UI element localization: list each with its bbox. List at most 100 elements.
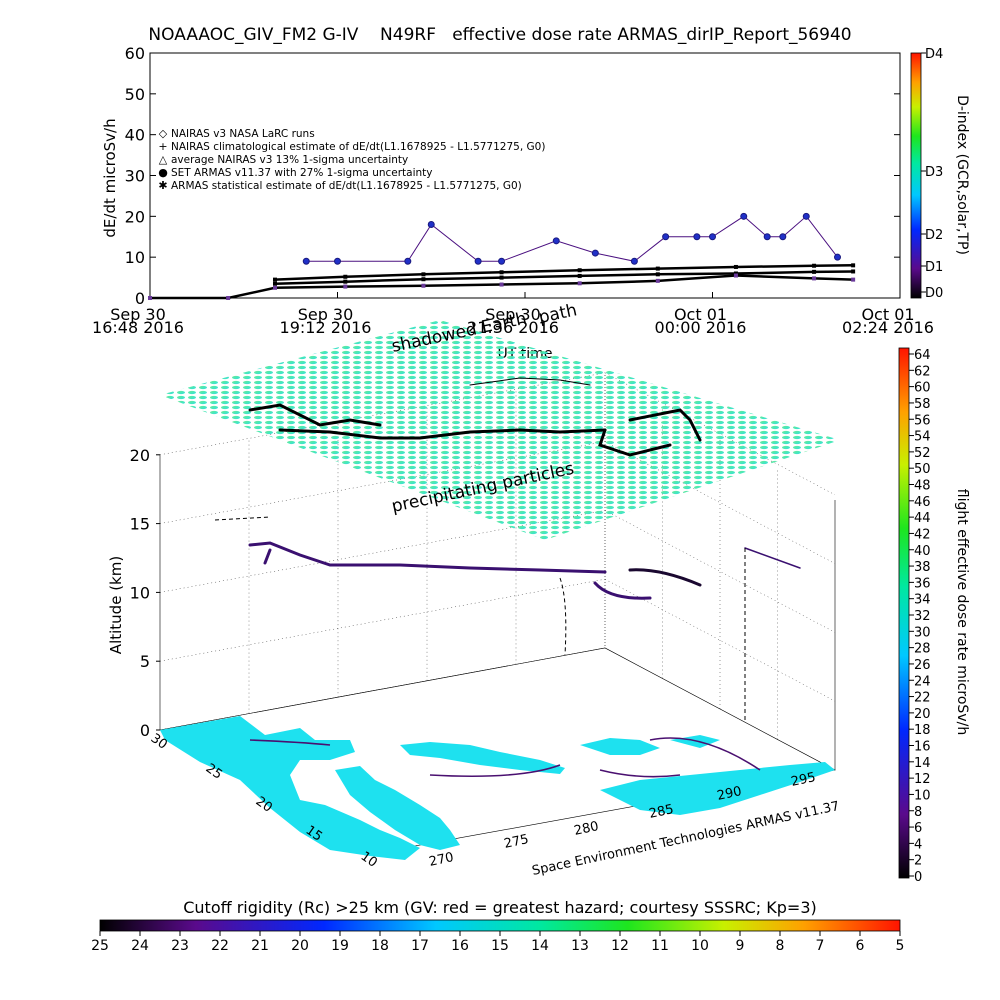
series-point [655,272,660,277]
armas-point [802,212,810,220]
figure-title: NOAAAOC_GIV_FM2 G-IV N49RF effective dos… [148,25,851,45]
armas-point [740,212,748,220]
dose-rate-tick-label: 42 [914,527,931,542]
cutoff-tick-label: 6 [856,938,865,954]
grid-line [604,372,836,495]
series-point [655,266,660,271]
dose-rate-colorbar [898,347,910,879]
dose-rate-tick-label: 22 [914,691,931,706]
top-x-tick-label-1: Sep 30 [110,305,166,324]
top-series [148,212,856,300]
dose-rate-colorbar-label: flight effective dose rate microSv/h [954,489,970,735]
bottom-colorbar: Cutoff rigidity (Rc) >25 km (GV: red = g… [91,898,904,954]
armas-point [334,257,341,265]
dindex-colorbar [910,52,922,299]
cutoff-tick-label: 14 [531,938,549,954]
longitude-tick-label: 280 [573,819,600,839]
series-point [273,277,277,282]
legend-entry: NAIRAS v3 NASA LaRC runs [171,128,315,140]
dose-rate-tick-label: 32 [914,609,931,624]
armas-point [474,257,482,265]
dose-rate-tick-label: 48 [914,479,931,494]
series-point [226,296,231,300]
series-point [577,268,582,273]
dindex-ticks: D4 D3 D2 D1 D0 [921,47,943,301]
dose-rate-tick-label: 18 [914,723,931,738]
cutoff-tick-label: 18 [371,938,389,954]
series-point [421,277,426,282]
legend-symbol: △ [159,153,168,166]
series-point [273,285,277,290]
armas-point [498,257,506,265]
top-y-tick-label: 50 [125,85,145,104]
shadowed-earth-path [248,377,702,457]
cutoff-rigidity-label: Cutoff rigidity (Rc) >25 km (GV: red = g… [183,898,817,917]
cutoff-tick-label: 11 [651,938,669,954]
series-point [499,270,504,275]
legend-entry: ARMAS statistical estimate of dE/dt(L1.1… [171,180,522,192]
dindex-label: D-index (GCR,solar,TP) [954,95,970,255]
dose-rate-tick-label: 10 [914,788,931,803]
cutoff-tick-label: 23 [171,938,189,954]
series-point [733,273,738,278]
top-legend: ◇ NAIRAS v3 NASA LaRC runs + NAIRAS climato… [158,127,545,192]
dose-rate-tick-label: 4 [914,837,922,852]
series-point [577,273,582,278]
dose-rate-tick-label: 46 [914,495,931,510]
armas-point [662,233,670,241]
cutoff-tick-label: 21 [251,938,269,954]
legend-symbol: + [158,140,167,153]
series-point [851,269,856,274]
series-point [851,277,856,282]
land-hispaniola [580,738,660,755]
legend-symbol: ● [158,166,168,179]
cutoff-tick-label: 12 [611,938,629,954]
legend-symbol: ◇ [159,127,168,140]
cutoff-tick-label: 25 [91,938,109,954]
series-point [577,281,582,286]
dose-rate-tick-label: 6 [914,821,922,836]
series-point [343,279,348,284]
series-point [733,264,738,269]
dose-rate-tick-label: 64 [914,348,931,363]
top-x-tick-label-2: 00:00 2016 [655,318,747,337]
right-colorbar: 0246810121416182022242628303234363840424… [898,347,970,885]
ground-flight-track [249,737,761,778]
top-y-tick-label: 60 [125,44,145,63]
3d-z-axis-label: Altitude (km) [107,556,125,654]
land-north-america [160,716,420,860]
cutoff-rigidity-ticks: 25 24 23 22 21 20 19 18 17 16 15 14 13 12 11 10 9 8 7 6 5 [91,931,904,954]
land-central-america [335,766,460,850]
dose-rate-tick-label: 58 [914,397,931,412]
dose-rate-tick-label: 44 [914,511,931,526]
legend-entry: SET ARMAS v11.37 with 27% 1-sigma uncert… [171,167,433,179]
dose-rate-tick-label: 12 [914,772,931,787]
series-point [343,274,348,279]
series-point [148,296,152,300]
series-line [306,215,838,262]
dose-rate-tick-label: 26 [914,658,931,673]
longitude-tick-label: 285 [648,802,675,822]
top-x-tick-label-1: Sep 30 [298,305,354,324]
series-point [421,283,426,288]
top-x-tick-label-2: 19:12 2016 [280,318,372,337]
dindex-tick-label: D3 [925,165,943,180]
cutoff-tick-label: 13 [571,938,589,954]
armas-point [779,233,787,241]
dose-rate-tick-label: 14 [914,756,931,771]
z-tick-label: 10 [130,583,150,602]
armas-point [763,233,771,241]
cutoff-tick-label: 19 [331,938,349,954]
top-y-tick-label: 40 [125,126,145,145]
dose-rate-tick-label: 56 [914,413,931,428]
legend-symbol: ✱ [158,179,167,192]
top-y-axis-label: dE/dt microSv/h [101,118,119,237]
dose-rate-tick-label: 16 [914,740,931,755]
dose-rate-tick-label: 40 [914,544,931,559]
cutoff-tick-label: 20 [291,938,309,954]
cutoff-rigidity-colorbar [99,919,901,932]
top-x-tick-label-2: 02:24 2016 [842,318,934,337]
longitude-tick-label: 290 [716,784,743,804]
cutoff-tick-label: 10 [691,938,709,954]
